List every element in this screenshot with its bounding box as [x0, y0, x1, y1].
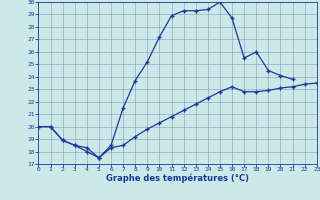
X-axis label: Graphe des températures (°C): Graphe des températures (°C): [106, 174, 249, 183]
